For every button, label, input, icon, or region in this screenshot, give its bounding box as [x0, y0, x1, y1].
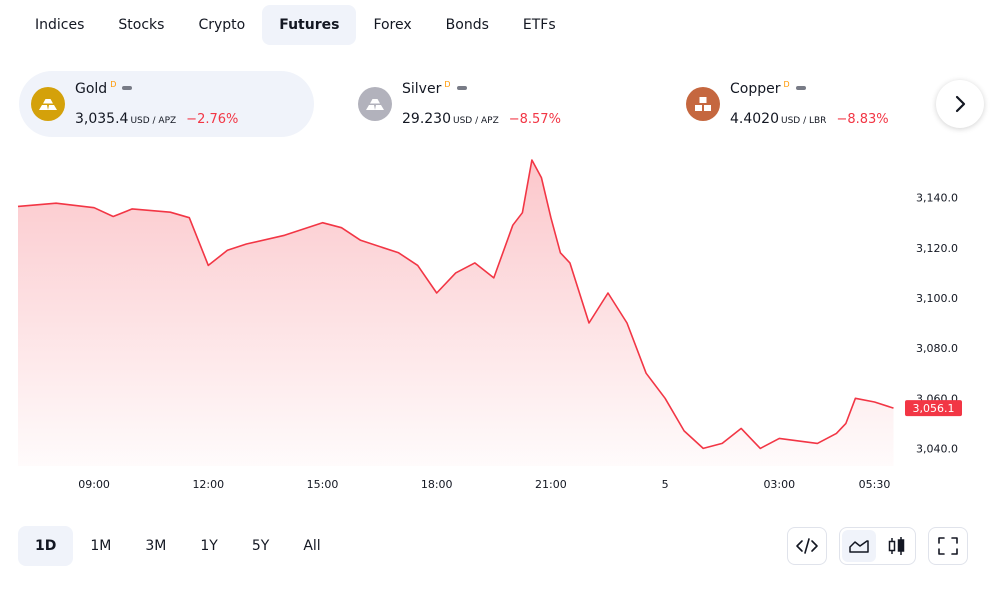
- range-1m[interactable]: 1M: [90, 538, 112, 554]
- tab-crypto[interactable]: Crypto: [198, 17, 246, 33]
- fullscreen-icon: [938, 537, 958, 555]
- symbol-name: Copper: [730, 81, 781, 97]
- x-tick-label: 5: [662, 478, 669, 491]
- last-price-marker: 3,056.1: [905, 400, 962, 417]
- symbol-price: 4.4020: [730, 111, 779, 127]
- y-tick-label: 3,080.0: [916, 342, 958, 355]
- y-axis: 3,140.03,120.03,100.03,080.03,060.03,040…: [916, 192, 958, 456]
- tab-etfs[interactable]: ETFs: [522, 17, 556, 33]
- gold-bars-icon: [31, 87, 65, 121]
- next-cards-button[interactable]: [936, 80, 984, 128]
- symbol-unit: USD / LBR: [781, 116, 827, 126]
- y-tick-label: 3,040.0: [916, 442, 958, 455]
- tab-stocks[interactable]: Stocks: [118, 17, 165, 33]
- tab-indices[interactable]: Indices: [35, 17, 85, 33]
- symbol-cards: Gold D 3,035.4 USD / APZ −2.76% Silver D 29.…: [19, 71, 979, 137]
- fullscreen-button[interactable]: [928, 527, 968, 565]
- embed-button[interactable]: [787, 527, 827, 565]
- symbol-card-copper[interactable]: Copper D 4.4020 USD / LBR −8.83%: [674, 71, 914, 137]
- delayed-badge: D: [783, 80, 790, 89]
- delayed-badge: D: [444, 80, 451, 89]
- range-1y[interactable]: 1Y: [200, 538, 218, 554]
- symbol-name: Gold: [75, 81, 108, 97]
- price-line: [17, 159, 894, 450]
- y-tick-label: 3,100.0: [916, 292, 958, 305]
- symbol-price: 29.230: [402, 111, 451, 127]
- price-area: [18, 160, 894, 466]
- area-chart-button[interactable]: [842, 530, 876, 562]
- x-tick-label: 12:00: [192, 478, 224, 491]
- symbol-card-silver[interactable]: Silver D 29.230 USD / APZ −8.57%: [346, 71, 586, 137]
- candles-chart-button[interactable]: [880, 530, 914, 562]
- symbol-change: −2.76%: [186, 112, 239, 127]
- last-price-badge: [905, 400, 962, 417]
- symbol-change: −8.57%: [508, 112, 561, 127]
- status-dash: [122, 86, 133, 90]
- tab-forex[interactable]: Forex: [373, 17, 412, 33]
- symbol-name: Silver: [402, 81, 442, 97]
- market-tabs: Indices Stocks Crypto Futures Forex Bond…: [18, 5, 573, 45]
- x-tick-label: 18:00: [421, 478, 453, 491]
- symbol-price: 3,035.4: [75, 111, 129, 127]
- x-tick-label: 09:00: [78, 478, 110, 491]
- range-selector: 1D 1M 3M 1Y 5Y All: [18, 526, 338, 566]
- range-all[interactable]: All: [303, 538, 321, 554]
- tab-futures[interactable]: Futures: [262, 5, 357, 45]
- x-axis: 09:00 12:00 15:00 18:00 21:00 5 03:00 05:30: [78, 478, 890, 491]
- copper-blocks-icon: [686, 87, 720, 121]
- symbol-unit: USD / APZ: [453, 116, 499, 126]
- area-chart-icon: [849, 540, 869, 553]
- range-3m[interactable]: 3M: [145, 538, 167, 554]
- price-chart[interactable]: 3,140.03,120.03,100.03,080.03,060.03,040…: [0, 150, 990, 500]
- symbol-unit: USD / APZ: [130, 116, 177, 126]
- x-tick-label: 03:00: [763, 478, 795, 491]
- range-1d[interactable]: 1D: [18, 526, 74, 566]
- y-tick-label: 3,140.0: [916, 192, 958, 205]
- status-dash: [456, 86, 467, 90]
- range-5y[interactable]: 5Y: [251, 538, 270, 554]
- delayed-badge: D: [110, 80, 117, 89]
- x-tick-label: 15:00: [307, 478, 339, 491]
- x-tick-label: 05:30: [859, 478, 891, 491]
- silver-bars-icon: [358, 87, 392, 121]
- code-brackets-icon: [796, 538, 818, 554]
- symbol-card-gold[interactable]: Gold D 3,035.4 USD / APZ −2.76%: [19, 71, 314, 137]
- chart-type-toggle: [839, 527, 916, 565]
- y-tick-label: 3,120.0: [916, 242, 958, 255]
- x-tick-label: 21:00: [535, 478, 567, 491]
- symbol-change: −8.83%: [836, 112, 889, 127]
- tab-bonds[interactable]: Bonds: [445, 17, 489, 33]
- last-price-label: 3,056.1: [913, 402, 955, 415]
- candlestick-icon: [888, 537, 905, 555]
- chevron-right-icon: [955, 95, 966, 113]
- status-dash: [795, 86, 806, 90]
